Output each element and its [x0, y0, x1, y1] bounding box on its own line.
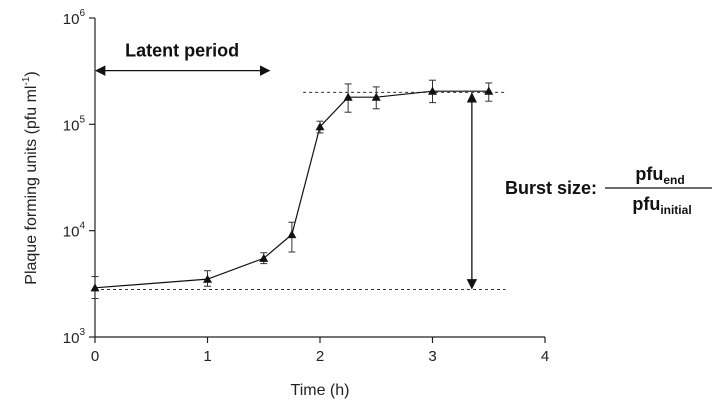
x-tick-label: 3 — [428, 348, 436, 365]
x-tick-label: 0 — [91, 348, 99, 365]
burst-size-label: Burst size: — [505, 178, 597, 198]
data-point — [90, 283, 100, 292]
data-point — [371, 92, 381, 101]
data-markers — [90, 86, 494, 292]
x-axis-title: Time (h) — [291, 382, 350, 399]
y-tick-label: 104 — [63, 221, 86, 241]
y-tick-label: 106 — [63, 8, 86, 28]
series-line-group — [94, 90, 489, 289]
burst-size-denominator: pfuinitial — [632, 194, 691, 217]
data-point — [343, 92, 353, 101]
data-point — [484, 86, 494, 95]
burst-size-numerator: pfuend — [635, 164, 684, 187]
x-ticks: 0 1 2 3 4 — [91, 337, 549, 365]
data-point — [428, 86, 437, 95]
data-point — [315, 122, 325, 131]
data-point — [287, 230, 297, 239]
x-tick-label: 2 — [316, 348, 324, 365]
data-point — [259, 253, 269, 262]
y-tick-label: 103 — [63, 327, 86, 347]
y-axis-title: Plaque forming units (pfu ml-1) — [21, 71, 40, 284]
y-tick-label: 105 — [63, 114, 86, 134]
error-bars — [91, 79, 493, 300]
x-tick-label: 4 — [541, 348, 549, 365]
latent-period-label: Latent period — [125, 41, 239, 61]
x-tick-label: 1 — [203, 348, 211, 365]
series-line — [94, 90, 489, 289]
data-point — [203, 274, 212, 283]
y-ticks: 103 104 105 106 — [63, 8, 95, 347]
